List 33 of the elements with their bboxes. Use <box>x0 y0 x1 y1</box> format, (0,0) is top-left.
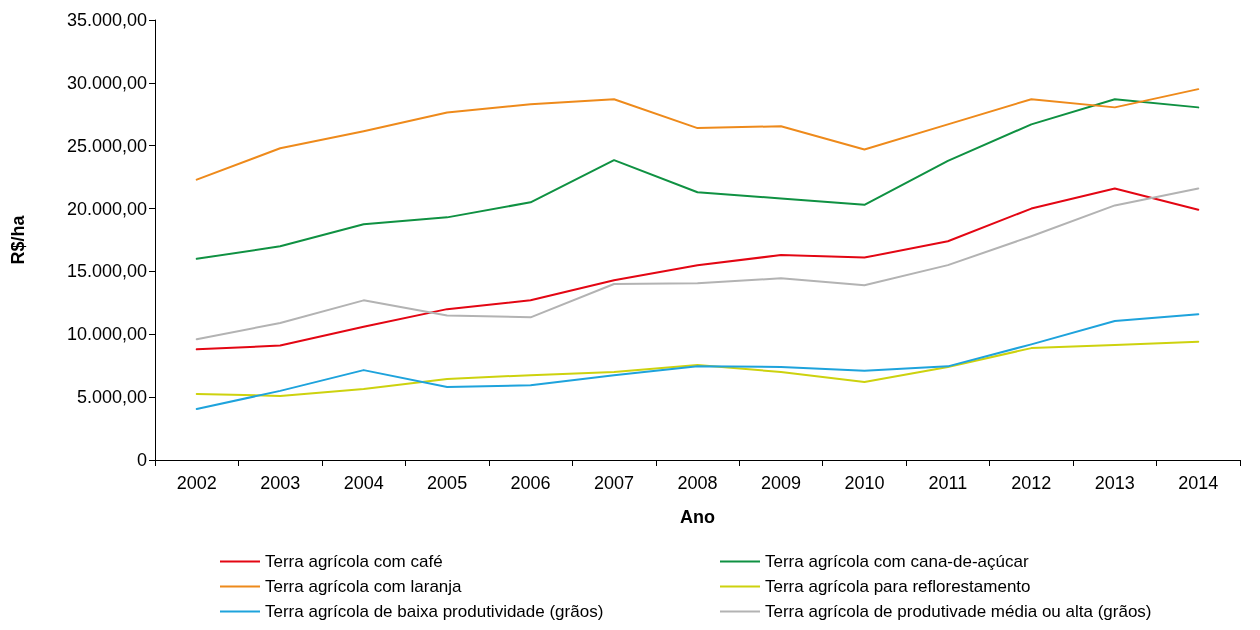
x-tick-label: 2006 <box>510 473 551 493</box>
x-tick-label: 2004 <box>343 473 384 493</box>
x-tick-label: 2008 <box>677 473 718 493</box>
y-tick-label: 5.000,00 <box>76 387 147 408</box>
y-tick-label: 10.000,00 <box>66 324 147 345</box>
line-series <box>195 313 1200 411</box>
x-tick-label: 2009 <box>760 473 801 493</box>
x-tick-label: 2011 <box>928 473 968 493</box>
x-tick-label: 2005 <box>427 473 468 493</box>
legend-label: Terra agrícola de produtivade média ou alta (grãos) <box>765 602 1152 621</box>
x-tick-label: 2007 <box>594 473 635 493</box>
y-tick-label: 30.000,00 <box>66 72 147 93</box>
legend-label: Terra agrícola de baixa produtividade (grãos) <box>265 602 604 621</box>
y-tick-label: 0 <box>136 450 147 470</box>
line-series <box>195 98 1200 260</box>
x-axis-title: Ano <box>680 507 715 527</box>
y-tick-label: 35.000,00 <box>66 10 147 30</box>
x-tick-label: 2002 <box>176 473 217 493</box>
x-tick-label: 2012 <box>1011 473 1052 493</box>
legend-label: Terra agrícola com laranja <box>265 577 463 596</box>
legend-label: Terra agrícola com café <box>265 552 443 571</box>
x-tick-label: 2014 <box>1178 473 1219 493</box>
x-tick-label: 2013 <box>1094 473 1135 493</box>
line-series <box>195 340 1200 397</box>
line-series <box>195 88 1200 181</box>
x-tick-label: 2003 <box>260 473 301 493</box>
y-tick-label: 25.000,00 <box>66 135 147 156</box>
y-axis-title: R$/ha <box>8 214 28 265</box>
y-tick-label: 20.000,00 <box>66 198 147 219</box>
x-tick-label: 2010 <box>844 473 885 493</box>
legend-label: Terra agrícola com cana-de-açúcar <box>765 552 1029 571</box>
y-tick-label: 15.000,00 <box>66 261 147 282</box>
legend-label: Terra agrícola para reflorestamento <box>765 577 1031 596</box>
